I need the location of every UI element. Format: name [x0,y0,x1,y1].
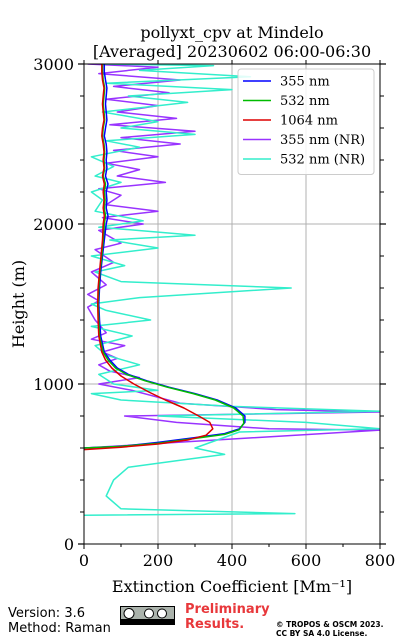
preliminary-results-note: Preliminary Results. [185,602,270,632]
legend: 355 nm 532 nm 1064 nm 355 nm (NR) 532 nm (NR… [237,68,375,175]
chart-title: pollyxt_cpv at Mindelo [140,23,323,42]
copyright-line-1: © TROPOS & OSCM 2023. [276,620,384,629]
y-tick-label: 0 [64,535,74,554]
x-axis-label: Extinction Coefficient [Mm⁻¹] [112,577,352,596]
series-line-532-nm-nr [84,64,380,516]
y-tick-label: 3000 [33,55,74,74]
preliminary-line-2: Results. [185,617,245,632]
series-line-532-nm [84,64,245,449]
series-line-355-nm-nr [84,64,380,449]
copyright-note: © TROPOS & OSCM 2023. CC BY SA 4.0 Licen… [276,620,384,638]
chart-subtitle: [Averaged] 20230602 06:00-06:30 [93,42,371,61]
x-tick-label: 0 [79,551,89,570]
legend-label: 532 nm (NR) [280,153,365,168]
series-lines [84,64,380,516]
y-tick-label: 2000 [33,215,74,234]
legend-label: 1064 nm [280,114,338,129]
legend-label: 532 nm [280,94,330,109]
series-line-355-nm [84,64,246,449]
extinction-profile-chart: pollyxt_cpv at Mindelo [Averaged] 202306… [9,23,395,596]
legend-label: 355 nm (NR) [280,133,365,148]
version-text: Version: 3.6 [8,606,85,621]
axis-ticks: 0 200 400 600 800 0 1000 2000 3000 [33,55,395,570]
method-text: Method: Raman [8,621,111,636]
x-tick-label: 600 [291,551,322,570]
legend-label: 355 nm [280,75,330,90]
legend-box [237,68,375,175]
x-tick-label: 400 [217,551,248,570]
series-line-1064-nm [84,64,214,451]
x-tick-label: 200 [143,551,174,570]
x-tick-label: 800 [365,551,396,570]
copyright-line-2: CC BY SA 4.0 License. [276,629,368,638]
y-axis-label: Height (m) [9,260,28,348]
cc-by-sa-icon [120,606,175,625]
preliminary-line-1: Preliminary [185,602,270,617]
y-tick-label: 1000 [33,375,74,394]
